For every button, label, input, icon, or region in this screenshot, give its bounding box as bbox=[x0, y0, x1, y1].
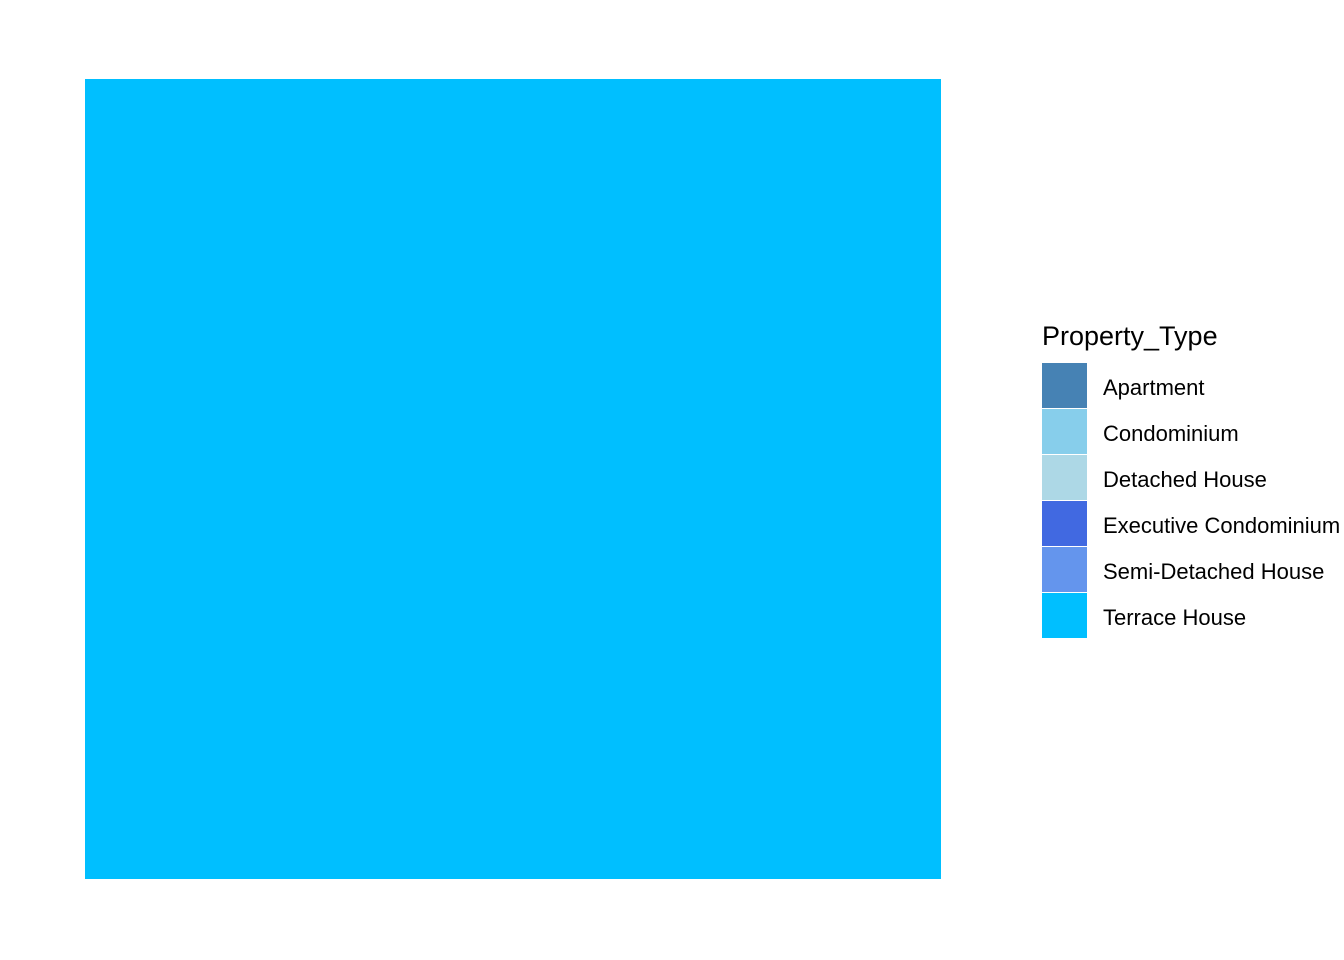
legend-item-detached-house: Detached House bbox=[1042, 455, 1267, 500]
legend-label-detached-house: Detached House bbox=[1103, 467, 1267, 492]
legend-items: Apartment Condominium Detached House Execut… bbox=[1042, 363, 1340, 638]
plot-area bbox=[85, 79, 941, 879]
legend-label-executive-condominium: Executive Condominium bbox=[1103, 513, 1340, 538]
legend-swatch-condominium bbox=[1042, 409, 1087, 454]
legend-swatch-terrace-house bbox=[1042, 593, 1087, 638]
legend-item-semi-detached-house: Semi-Detached House bbox=[1042, 547, 1324, 592]
legend: Property_Type Apartment Condominium Detach… bbox=[1042, 321, 1340, 638]
legend-item-executive-condominium: Executive Condominium bbox=[1042, 501, 1340, 546]
legend-swatch-detached-house bbox=[1042, 455, 1087, 500]
legend-swatch-apartment bbox=[1042, 363, 1087, 408]
legend-swatch-semi-detached-house bbox=[1042, 547, 1087, 592]
legend-item-condominium: Condominium bbox=[1042, 409, 1239, 454]
legend-label-semi-detached-house: Semi-Detached House bbox=[1103, 559, 1324, 584]
legend-item-terrace-house: Terrace House bbox=[1042, 593, 1246, 638]
legend-label-terrace-house: Terrace House bbox=[1103, 605, 1246, 630]
legend-label-condominium: Condominium bbox=[1103, 421, 1239, 446]
legend-title: Property_Type bbox=[1042, 321, 1218, 351]
legend-label-apartment: Apartment bbox=[1103, 375, 1205, 400]
legend-swatch-executive-condominium bbox=[1042, 501, 1087, 546]
area-fill-terrace-house bbox=[85, 79, 941, 879]
legend-item-apartment: Apartment bbox=[1042, 363, 1205, 408]
